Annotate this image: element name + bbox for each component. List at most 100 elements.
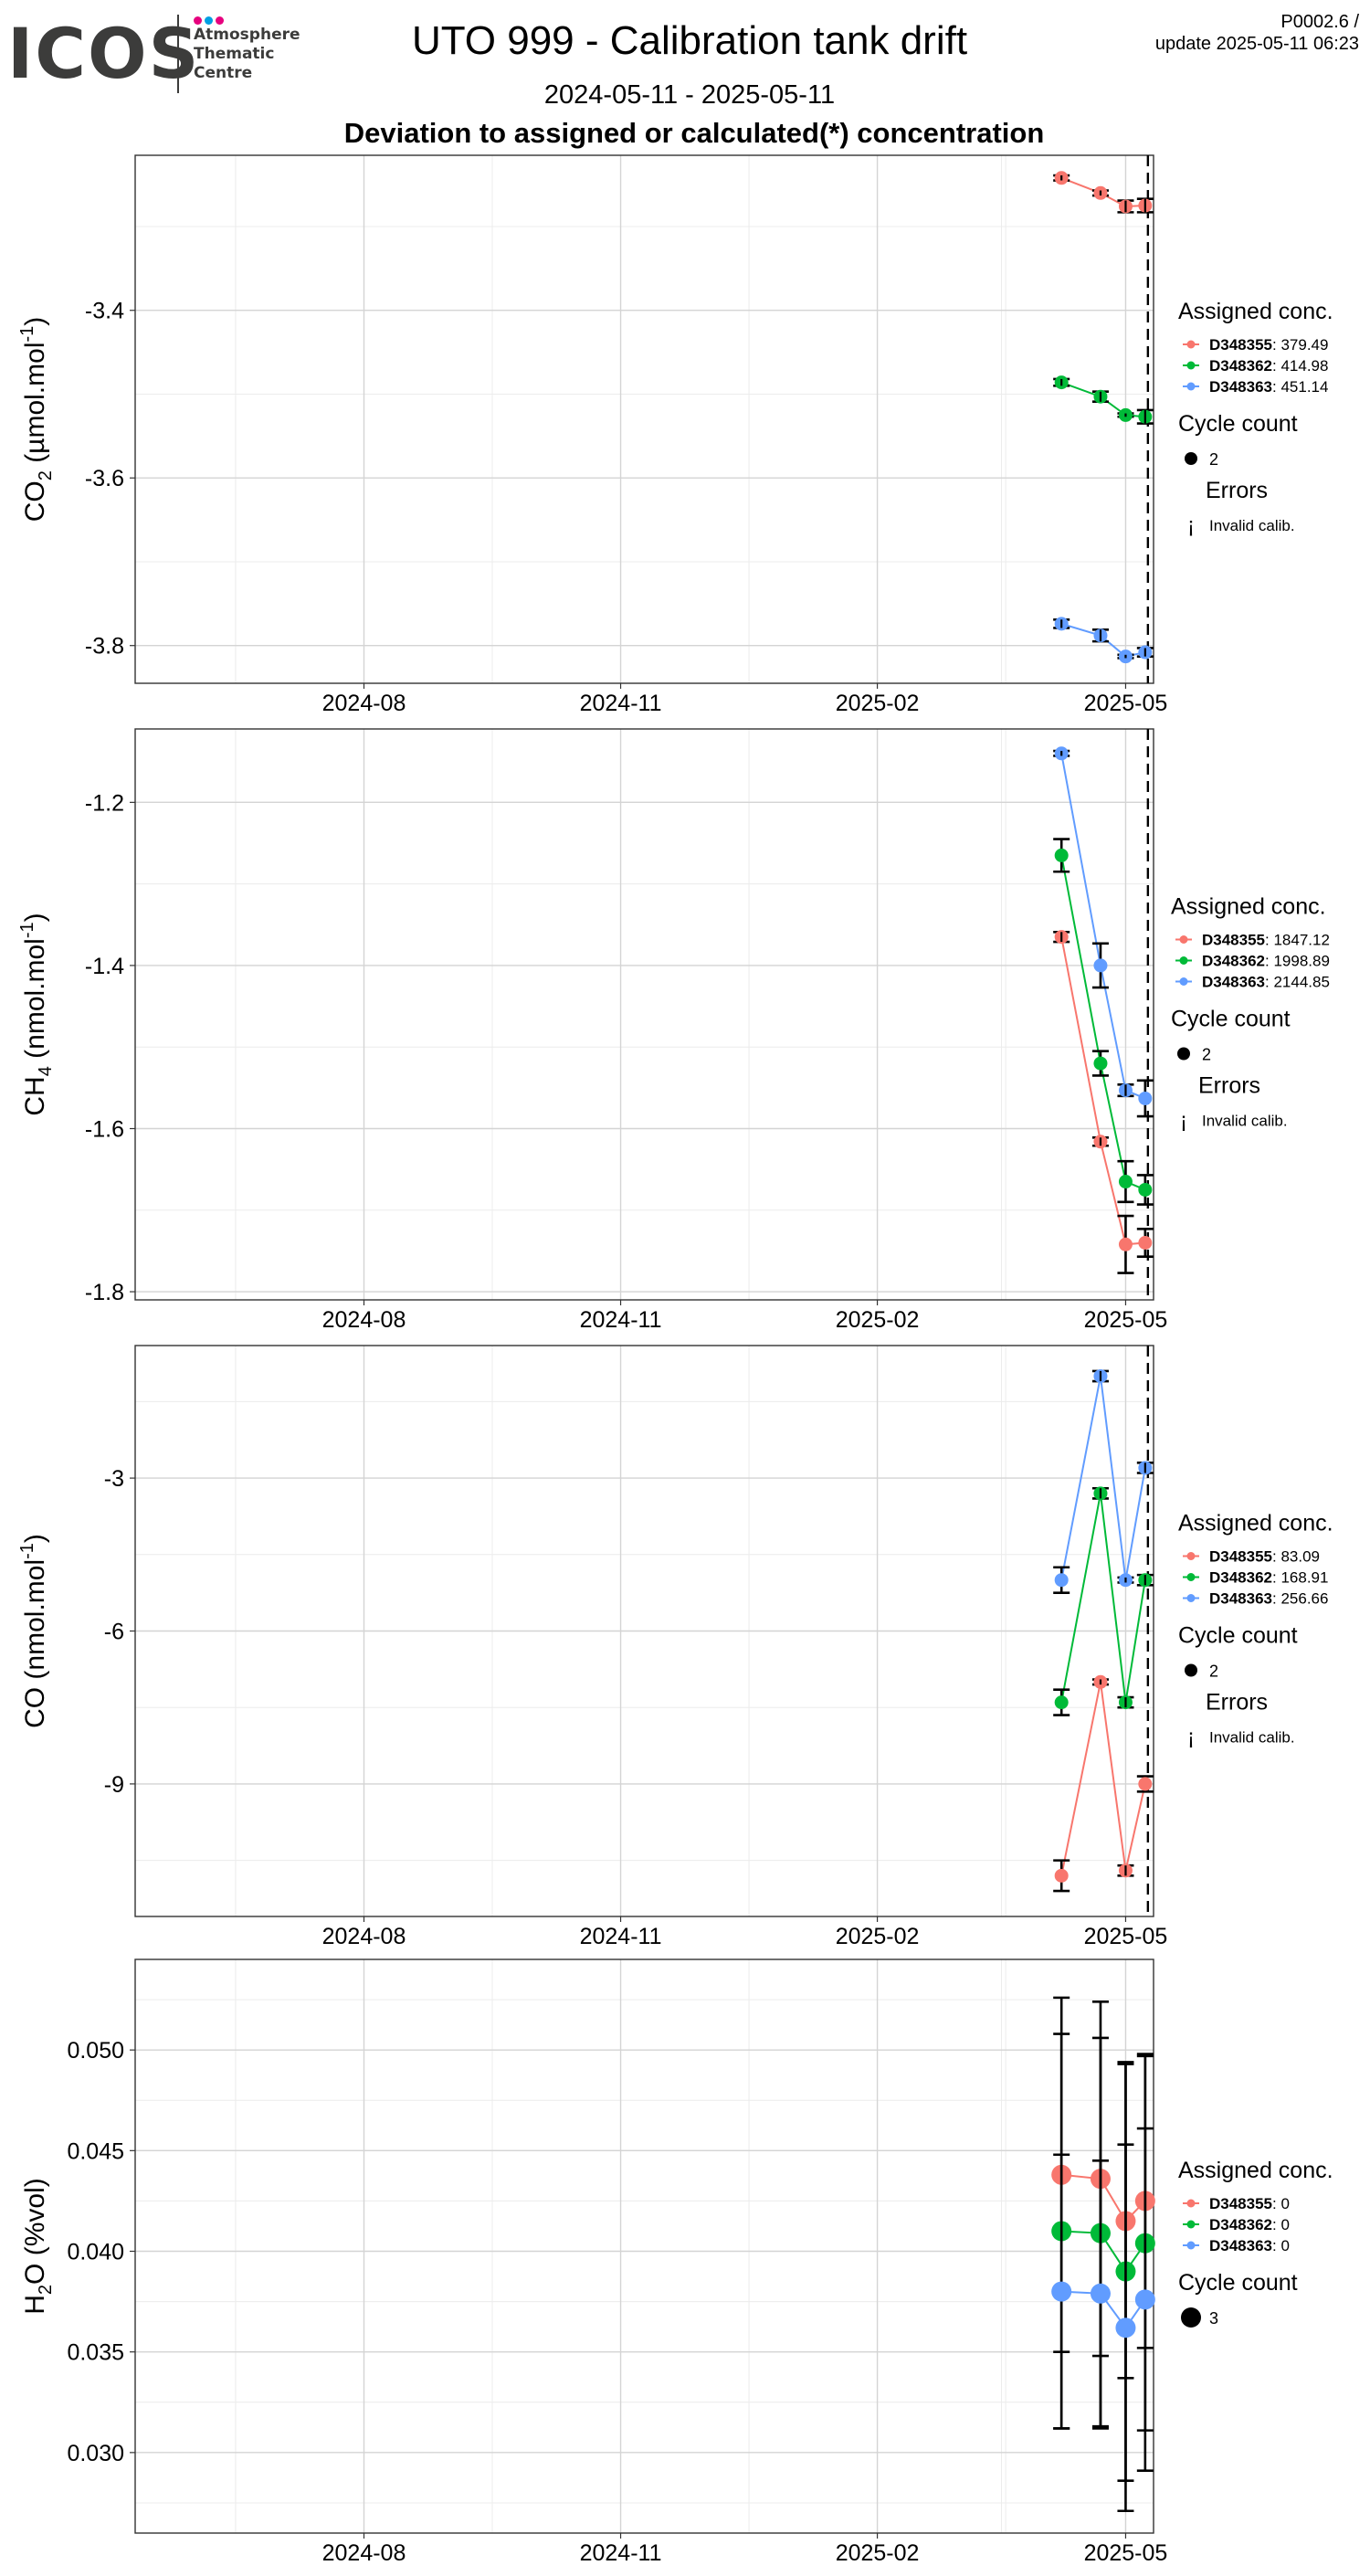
legend-assigned-value: : 256.66: [1272, 1590, 1328, 1608]
y-label-subscript: 4: [36, 1066, 56, 1076]
legend-entry: D348355: 0: [1209, 2195, 1290, 2212]
y-tick-label: -6: [104, 1620, 124, 1645]
legend-invalid-calib-glyph: ¡: [1187, 513, 1195, 538]
legend-cycle-count-title: Cycle count: [1171, 1007, 1291, 1032]
y-label-superscript: -1: [17, 922, 37, 938]
legend-entry: D348355: 83.09: [1209, 1548, 1320, 1566]
y-axis-label: CO2 (µmol.mol-1): [17, 317, 56, 523]
y-tick-label: -3.4: [85, 299, 124, 324]
series-line-D348362: [1061, 2230, 1146, 2274]
legend-entry: D348362: 1998.89: [1202, 953, 1330, 970]
legend-errors-title: Errors: [1198, 1073, 1260, 1099]
version-number: P0002.6 /: [1280, 12, 1359, 32]
data-point-D348362: [1138, 1182, 1153, 1197]
data-point-D348363: [1054, 1573, 1069, 1588]
legend-key-point: [1186, 361, 1196, 370]
plot-background: [135, 1959, 1154, 2533]
legend-tank-id: D348355: [1209, 336, 1272, 354]
data-point-D348355: [1118, 1237, 1133, 1251]
legend-invalid-calib-label: Invalid calib.: [1209, 517, 1295, 534]
plot-background: [135, 729, 1154, 1300]
legend-tank-id: D348355: [1209, 2195, 1272, 2212]
legend-title: Assigned conc.: [1171, 894, 1326, 920]
legend-tank-id: D348363: [1209, 378, 1272, 396]
x-tick-label: 2024-08: [322, 2540, 406, 2566]
y-label-subscript: 2: [36, 2285, 56, 2295]
legend-key-point: [1186, 382, 1196, 391]
legend-assigned-value: : 414.98: [1272, 357, 1328, 375]
legend-tank-id: D348363: [1209, 1590, 1272, 1608]
chart-panel-h2o: 2024-08 2024-11 2025-02 2025-05 0.050 0.045 0.…: [20, 1958, 1333, 2566]
x-tick-label: 2025-05: [1084, 1307, 1168, 1333]
legend-assigned-value: : 0: [1272, 2216, 1290, 2233]
legend-assigned-value: : 168.91: [1272, 1569, 1328, 1587]
series-line-D348355: [1060, 176, 1145, 207]
y-label-subscript: 2: [36, 470, 56, 480]
y-tick-label: -9: [104, 1772, 124, 1798]
panel-border: [134, 728, 1154, 1301]
legend-key-point: [1179, 956, 1188, 965]
legend-cycle-count-point: [1185, 1663, 1197, 1677]
x-tick-label: 2025-05: [1084, 1924, 1168, 1949]
legend-tank-id: D348362: [1202, 953, 1265, 970]
legend-entry: D348362: 414.98: [1209, 357, 1328, 375]
legend-tank-id: D348362: [1209, 1569, 1272, 1587]
y-tick-label: -3.6: [85, 466, 124, 491]
y-tick-label: 0.045: [67, 2138, 124, 2164]
legend-invalid-calib-glyph: ¡: [1180, 1109, 1187, 1134]
y-tick-label: -3.8: [85, 634, 124, 660]
y-tick-label: -1.4: [85, 954, 124, 979]
page-title: UTO 999 - Calibration tank drift: [411, 18, 968, 63]
y-label-close: ): [20, 913, 50, 922]
legend-cycle-count-value: 2: [1202, 1046, 1211, 1064]
logo-dot-3: [216, 16, 224, 25]
legend-tank-id: D348362: [1209, 2216, 1272, 2233]
legend-cycle-count-value: 2: [1209, 1663, 1218, 1681]
x-tick-label: 2024-08: [322, 1924, 406, 1949]
legend-cycle-count-point: [1181, 2307, 1201, 2328]
y-label-unit: (µmol.mol: [20, 343, 50, 471]
legend-assigned-value: : 83.09: [1272, 1548, 1320, 1566]
y-label-species: CO: [20, 1687, 50, 1728]
series-line-D348363: [1060, 1376, 1146, 1580]
y-label-species: CO: [20, 480, 50, 522]
y-label-close: ): [20, 317, 50, 326]
y-label-unit: O (%vol): [20, 2178, 50, 2285]
logo-wordmark: ICOS: [7, 13, 201, 94]
y-label-superscript: -1: [17, 326, 37, 343]
legend-key-point: [1186, 1594, 1196, 1602]
legend-entry: D348363: 0: [1209, 2237, 1290, 2254]
y-label-unit: (nmol.mol: [20, 938, 50, 1066]
series-line-D348363: [1060, 622, 1146, 658]
legend-tank-id: D348363: [1202, 974, 1265, 991]
legend-key-point: [1186, 2241, 1196, 2250]
legend-cycle-count-point: [1177, 1047, 1190, 1061]
legend-invalid-calib-glyph: ¡: [1187, 1726, 1195, 1750]
legend-cycle-count-title: Cycle count: [1178, 1623, 1298, 1649]
logo-dot-1: [194, 16, 202, 25]
logo-sub-line: Atmosphere: [194, 26, 300, 44]
x-tick-label: 2025-02: [836, 691, 920, 716]
panel-border: [134, 154, 1154, 684]
report-header: ICOS Atmosphere Thematic Centre UTO 999 …: [0, 0, 1370, 155]
data-point-D348355: [1138, 1236, 1153, 1250]
chart-panel-co: 2024-08 2024-11 2025-02 2025-05 -3 -6 -9 CO (nm…: [17, 1345, 1333, 1949]
legend-entry: D348363: 256.66: [1209, 1590, 1328, 1608]
legend-assigned-value: : 0: [1272, 2195, 1290, 2212]
x-tick-label: 2025-05: [1084, 691, 1168, 716]
y-label-close: ): [20, 1534, 50, 1543]
x-tick-label: 2024-08: [322, 1307, 406, 1333]
y-tick-label: 0.050: [67, 2038, 124, 2064]
legend-cycle-count-value: 2: [1209, 450, 1218, 469]
legend-entry: D348355: 379.49: [1209, 336, 1328, 354]
x-tick-label: 2024-11: [580, 1924, 662, 1949]
y-tick-label: -3: [104, 1466, 124, 1492]
series-line-D348355: [1061, 2173, 1146, 2223]
logo-dot-2: [205, 16, 213, 25]
legend-tank-id: D348355: [1209, 1548, 1272, 1566]
x-tick-label: 2024-11: [580, 1307, 662, 1333]
logo-sub-line: Thematic: [194, 45, 275, 63]
y-label-superscript: -1: [17, 1543, 37, 1559]
y-axis-label: H2O (%vol): [20, 2178, 56, 2314]
